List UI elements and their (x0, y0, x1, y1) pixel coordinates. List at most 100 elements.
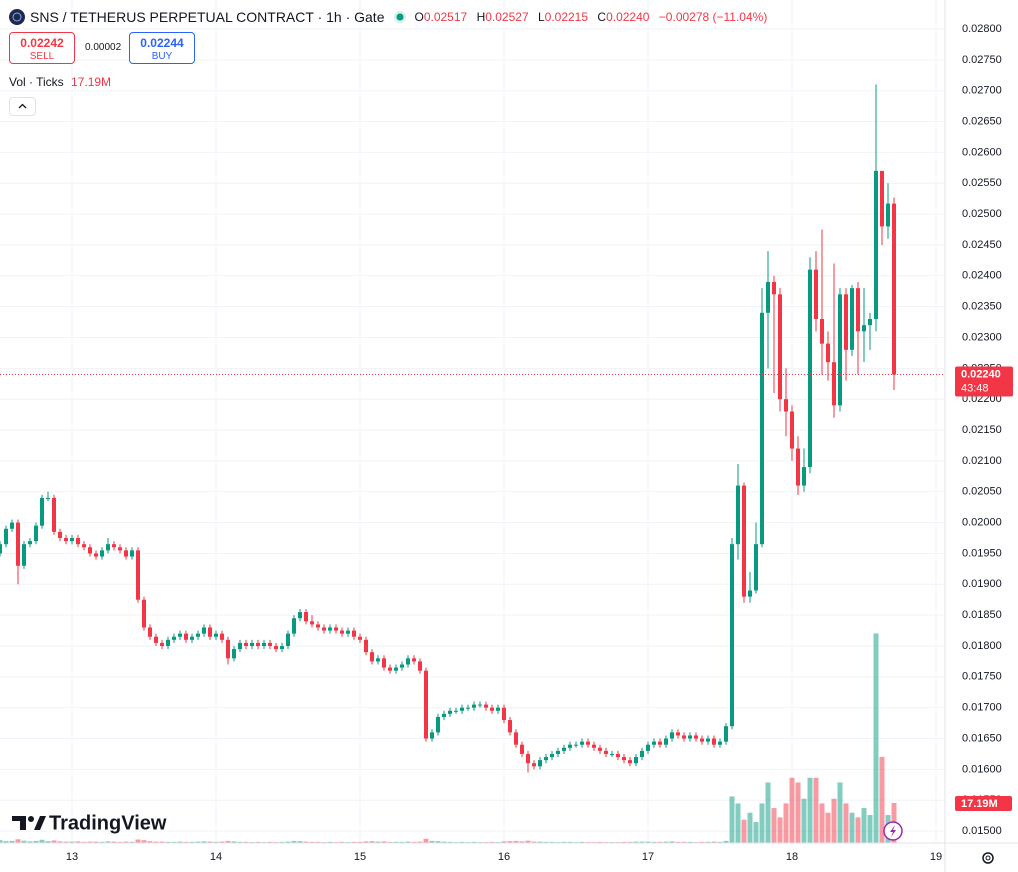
candle-body (442, 713, 446, 717)
volume-bar (279, 841, 285, 843)
candle-body (232, 649, 236, 659)
symbol[interactable]: SNS / TETHERUS PERPETUAL CONTRACT · 1h ·… (30, 9, 385, 25)
candle-body (166, 639, 170, 646)
candle-body (46, 497, 50, 499)
x-tick-label: 16 (498, 851, 510, 863)
volume-bar (843, 803, 849, 843)
icon-bg (9, 9, 25, 25)
y-tick-label: 0.01700 (962, 702, 1002, 714)
volume-bar (195, 841, 201, 843)
volume-legend: Vol · Ticks 17.19M (9, 75, 111, 89)
candle-body (190, 636, 194, 640)
candle-body (586, 741, 590, 745)
chevron (18, 103, 27, 109)
volume-bar (159, 841, 165, 843)
candle-body (322, 627, 326, 631)
volume-bar (165, 841, 171, 843)
candle-body (850, 288, 854, 350)
volume-bar (219, 841, 225, 843)
volume-bar (135, 839, 141, 843)
volume-bar (21, 840, 27, 843)
volume-bar (375, 841, 381, 843)
gear[interactable] (982, 852, 994, 864)
volume-bar (429, 840, 435, 843)
candle-body (334, 627, 338, 631)
candle-body (574, 744, 578, 746)
volume-bar (297, 841, 303, 843)
volume-bar (363, 841, 369, 843)
candle-body (424, 670, 428, 739)
volume-bar (9, 840, 15, 843)
candle-body (142, 599, 146, 628)
volume-bar (681, 841, 687, 843)
volume-bar (105, 841, 111, 843)
volume-bar (669, 841, 675, 843)
candle-body (718, 741, 722, 745)
candle-body (214, 633, 218, 637)
volume-bar (567, 841, 573, 843)
alert-icon[interactable] (883, 821, 903, 841)
volume-bar (801, 798, 807, 843)
volume-bar (399, 841, 405, 843)
candle-body (556, 750, 560, 754)
volume-bar (243, 841, 249, 843)
candle-body (778, 294, 782, 400)
candle-body (838, 294, 842, 406)
sell-price: 0.02242 (20, 36, 64, 50)
sell-label: SELL (29, 51, 55, 62)
candle-body (262, 642, 266, 646)
volume-bar (303, 841, 309, 843)
candle-body (22, 544, 26, 566)
candle-body (436, 716, 440, 733)
candle-body (484, 704, 488, 708)
y-tick-label: 0.01850 (962, 609, 1002, 621)
volume-bar (33, 840, 39, 843)
volume-bar (537, 841, 543, 843)
volume-bar (141, 840, 147, 843)
x-tick-label: 15 (354, 851, 366, 863)
volume-bar (57, 841, 63, 843)
volume-bar (15, 839, 21, 843)
candle-body (100, 550, 104, 557)
candle-body (826, 343, 830, 363)
volume-bar (351, 841, 357, 843)
volume-bar (231, 841, 237, 843)
settings-icon[interactable] (982, 852, 994, 864)
candle-body (52, 497, 56, 532)
candle-body (790, 411, 794, 449)
candle-body (706, 738, 710, 742)
candle-body (226, 639, 230, 659)
symbol-icon (9, 9, 25, 25)
candle-body (508, 720, 512, 733)
x-tick-label: 14 (210, 851, 222, 863)
candle-body (844, 294, 848, 350)
volume-legend-label[interactable]: Vol · Ticks (9, 75, 64, 89)
candle-body (526, 753, 530, 764)
candle-body (814, 269, 818, 319)
candle-body (148, 627, 152, 637)
candle-body (136, 550, 140, 600)
volume-bar (45, 841, 51, 843)
volume-bar (597, 841, 603, 843)
volume-bar (621, 841, 627, 843)
volume-bar (225, 840, 231, 843)
candle-body (532, 763, 536, 767)
collapse-button[interactable] (9, 97, 36, 116)
volume-bar (795, 782, 801, 843)
volume-bar (807, 777, 813, 843)
candle-body (568, 744, 572, 748)
volume-bar (729, 796, 735, 843)
volume-bar (339, 841, 345, 843)
buy-button[interactable]: 0.02244 BUY (129, 32, 195, 64)
y-tick-label: 0.01500 (962, 825, 1002, 837)
logo-mark (28, 816, 34, 822)
volume-legend-value: 17.19M (71, 75, 112, 89)
brand: TradingView (49, 812, 167, 834)
candle-body (328, 627, 332, 631)
candle-body (604, 750, 608, 754)
volume-bar (417, 841, 423, 843)
candle-body (736, 485, 740, 545)
volume-bar (819, 803, 825, 843)
candle-body (400, 664, 404, 668)
sell-button[interactable]: 0.02242 SELL (9, 32, 75, 64)
